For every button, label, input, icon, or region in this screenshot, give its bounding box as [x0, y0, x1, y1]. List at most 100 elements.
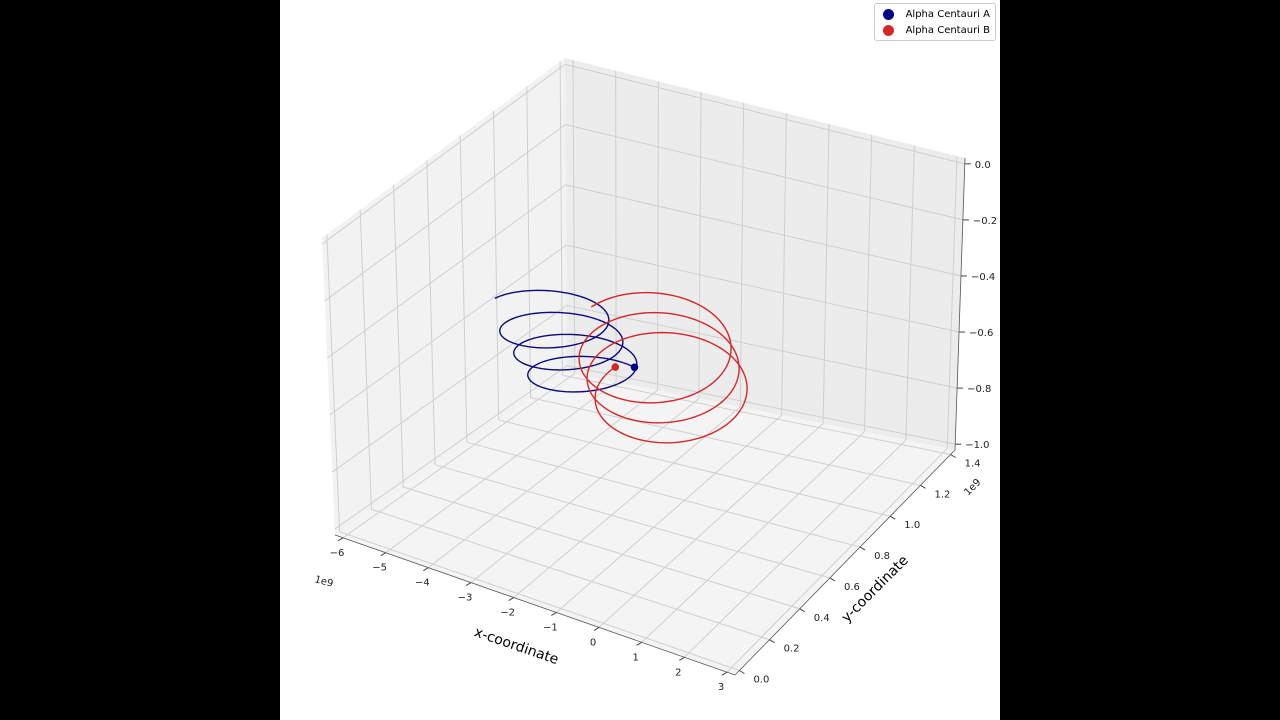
y-gridline — [393, 185, 404, 488]
axes-panes — [322, 58, 965, 675]
legend-label: Alpha Centauri A — [905, 8, 990, 20]
x-tick-mark — [551, 612, 557, 616]
plot-canvas: −6 −5 −4 −3 −2 −1 0 1 2 3 0.0 0.2 0.4 0.6 0.8 1.0 1.2 1.4… — [280, 0, 1000, 720]
z-gridline — [326, 184, 567, 359]
x-gridline — [863, 134, 873, 432]
z-gridline — [565, 184, 962, 277]
x-tick-label: 3 — [718, 682, 724, 693]
y-gridline — [326, 234, 341, 532]
z-tick-label: −0.2 — [973, 216, 997, 227]
x-gridline — [428, 389, 658, 569]
x-gridline — [385, 381, 617, 554]
x-tick-label: −4 — [415, 578, 430, 589]
x-gridline — [946, 155, 958, 449]
z-tick-label: 0.0 — [975, 160, 991, 171]
y-tick-label: 1.4 — [965, 459, 981, 470]
x-gridline — [683, 439, 907, 658]
y-gridline — [530, 397, 921, 486]
y-gridline — [426, 160, 436, 465]
y-gridline — [339, 531, 740, 671]
y-gridline — [359, 209, 372, 510]
x-tick-mark — [508, 597, 514, 601]
x-tick-mark — [465, 582, 472, 587]
x-tick-label: 0 — [590, 637, 596, 648]
z-gridline — [334, 365, 568, 530]
z-tick-label: −0.6 — [969, 328, 993, 339]
z-gridline — [324, 124, 566, 302]
x-tick-label: −1 — [543, 622, 558, 633]
y-tick-label: 0.4 — [814, 613, 830, 624]
legend-marker-icon — [882, 8, 894, 20]
y-gridline — [466, 441, 861, 548]
legend: Alpha Centauri A Alpha Centauri B — [873, 3, 996, 41]
y-gridline — [562, 374, 951, 455]
y-axis-line — [734, 449, 956, 676]
y-tick-mark — [739, 670, 745, 674]
y-gridline — [492, 110, 500, 420]
z-tick-label: −1.0 — [965, 440, 989, 451]
y-gridline — [371, 508, 770, 641]
x-gridline — [739, 102, 745, 407]
y-tick-mark — [950, 454, 956, 458]
x-tick-mark — [423, 567, 429, 572]
y-tick-mark — [889, 515, 896, 520]
y-tick-label: 1.2 — [934, 489, 950, 500]
y-tick-mark — [829, 577, 836, 582]
y-gridline — [403, 486, 800, 610]
y-gridline — [526, 86, 532, 398]
z-tick-label: −0.8 — [967, 384, 991, 395]
z-gridline — [565, 124, 963, 221]
x-tick-label: 2 — [675, 667, 681, 678]
z-tick-label: −0.4 — [971, 272, 995, 283]
legend-item-b: Alpha Centauri B — [880, 22, 990, 38]
z-axis-label: z-coordinate — [998, 261, 1000, 348]
z-gridline — [566, 244, 960, 333]
y-tick-mark — [769, 639, 775, 644]
x-tick-mark — [593, 626, 600, 631]
y-offset-label: 1e9 — [962, 477, 983, 498]
z-gridline — [566, 365, 956, 445]
floor-pane — [335, 372, 955, 675]
x-tick-mark — [636, 641, 642, 646]
series-line-1 — [578, 291, 748, 444]
x-axis-line — [334, 534, 736, 676]
x-gridline — [698, 91, 702, 399]
3d-axes: −6 −5 −4 −3 −2 −1 0 1 2 3 0.0 0.2 0.4 0.6 0.8 1.0 1.2 1.4… — [313, 58, 1000, 693]
left-pane — [322, 58, 567, 535]
axis-lines — [334, 157, 971, 676]
x-tick-label: −5 — [372, 563, 387, 574]
x-gridline — [657, 81, 659, 391]
x-offset-label: 1e9 — [313, 574, 334, 590]
x-gridline — [513, 406, 741, 598]
z-axis-line — [954, 157, 966, 451]
x-tick-mark — [380, 552, 386, 557]
y-tick-label: 0.2 — [784, 644, 800, 655]
z-gridline — [566, 304, 958, 389]
x-gridline — [822, 123, 830, 424]
series-marker-0 — [630, 363, 639, 372]
legend-item-a: Alpha Centauri A — [880, 6, 990, 22]
series-line-0 — [494, 289, 638, 393]
x-gridline — [905, 145, 915, 441]
y-gridline — [559, 61, 563, 376]
x-tick-mark — [721, 671, 728, 676]
series-group — [494, 289, 748, 444]
series-marker-1 — [611, 363, 620, 371]
y-tick-label: 1.0 — [904, 520, 920, 531]
gridlines — [321, 59, 965, 673]
x-gridline — [641, 431, 865, 643]
back-pane — [565, 58, 965, 450]
y-gridline — [459, 135, 468, 443]
x-gridline — [470, 398, 700, 583]
z-gridline — [331, 305, 567, 473]
legend-marker-icon — [882, 24, 894, 36]
x-tick-label: −2 — [500, 608, 515, 619]
x-gridline — [598, 423, 824, 628]
x-gridline — [781, 113, 787, 416]
x-tick-label: 1 — [632, 652, 638, 663]
y-gridline — [498, 419, 891, 517]
x-tick-mark — [337, 537, 344, 542]
z-gridline — [564, 63, 965, 165]
x-gridline — [572, 59, 576, 374]
